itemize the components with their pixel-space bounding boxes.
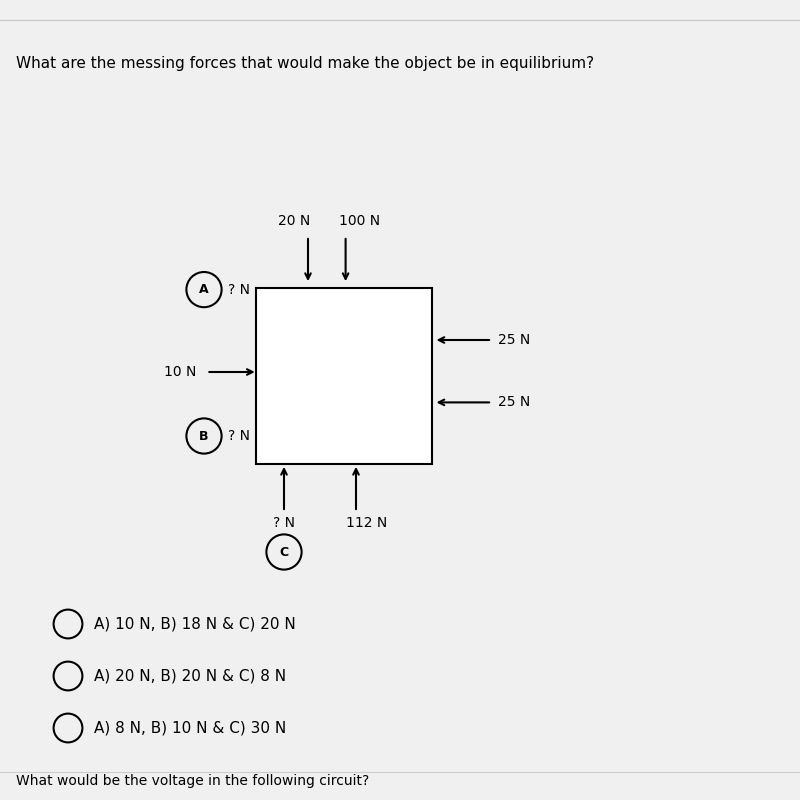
Text: 20 N: 20 N xyxy=(278,214,310,228)
Text: What are the messing forces that would make the object be in equilibrium?: What are the messing forces that would m… xyxy=(16,56,594,71)
Text: ? N: ? N xyxy=(228,429,250,443)
Text: ? N: ? N xyxy=(273,516,295,530)
Text: What would be the voltage in the following circuit?: What would be the voltage in the followi… xyxy=(16,774,370,788)
Text: C: C xyxy=(279,546,289,558)
Text: 100 N: 100 N xyxy=(339,214,381,228)
FancyBboxPatch shape xyxy=(256,288,432,464)
Text: 112 N: 112 N xyxy=(346,516,387,530)
Text: 25 N: 25 N xyxy=(498,395,530,410)
Text: 25 N: 25 N xyxy=(498,333,530,347)
Text: A) 20 N, B) 20 N & C) 8 N: A) 20 N, B) 20 N & C) 8 N xyxy=(94,669,286,683)
Text: A: A xyxy=(199,283,209,296)
Text: A) 8 N, B) 10 N & C) 30 N: A) 8 N, B) 10 N & C) 30 N xyxy=(94,721,286,735)
Text: B: B xyxy=(199,430,209,442)
Text: 10 N: 10 N xyxy=(164,365,196,379)
Text: ? N: ? N xyxy=(228,282,250,297)
Text: A) 10 N, B) 18 N & C) 20 N: A) 10 N, B) 18 N & C) 20 N xyxy=(94,617,296,631)
